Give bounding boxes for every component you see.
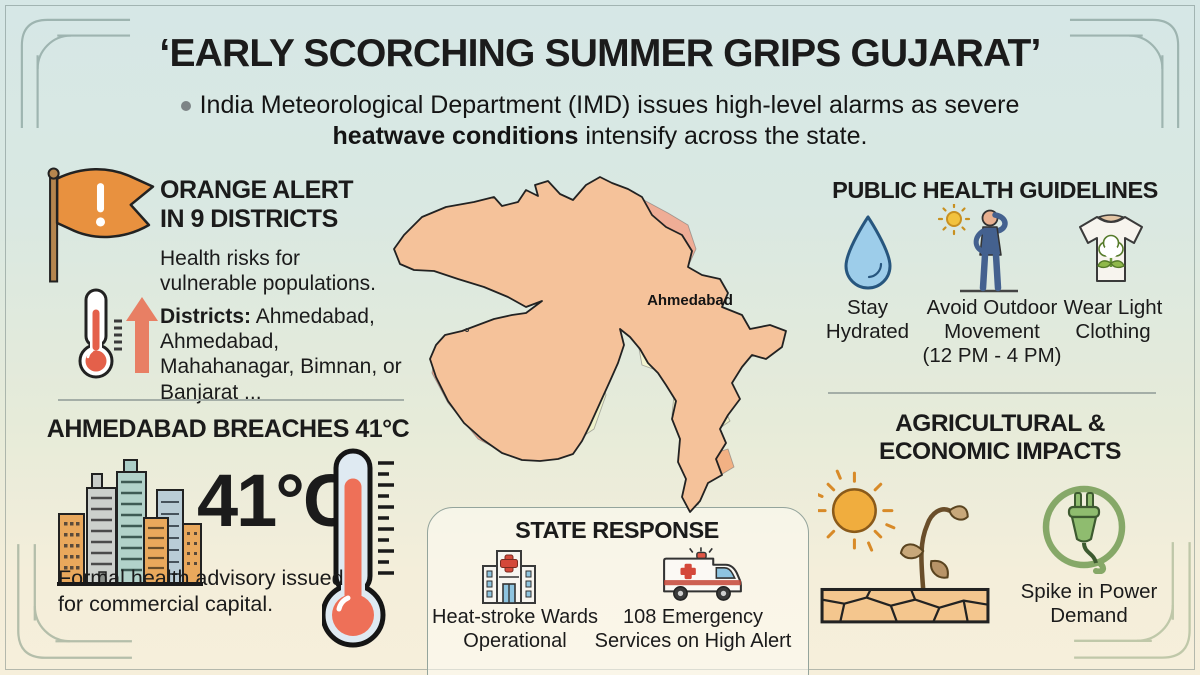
guideline-label: Stay Hydrated (825, 296, 910, 344)
public-health-heading: PUBLIC HEALTH GUIDELINES (832, 177, 1158, 203)
agriculture-item-label: Spike in Power Demand (1020, 580, 1158, 628)
alert-flag-icon (42, 164, 158, 293)
city-skyline-icon (56, 450, 204, 595)
guideline-label: Avoid Outdoor Movement (12 PM - 4 PM) (922, 296, 1062, 368)
thermometer-rising-icon (66, 286, 166, 389)
districts-label: Districts: (160, 305, 252, 328)
state-response-item-label: 108 Emergency Services on High Alert (594, 606, 792, 652)
state-response-item-label: Heat-stroke Wards Operational (432, 606, 598, 652)
corner-ornament-icon (14, 12, 132, 130)
temperature-readout: 41°C (197, 459, 356, 542)
corner-ornament-icon (1072, 540, 1198, 666)
agriculture-heading: AGRICULTURAL & ECONOMIC IMPACTS (879, 410, 1122, 465)
section-divider (58, 399, 404, 401)
subtitle-text: India Meteorological Department (IMD) is… (199, 91, 1020, 119)
person-sun-icon (937, 202, 1026, 301)
corner-ornament-icon (1068, 12, 1186, 130)
section-divider (828, 392, 1156, 394)
corner-ornament-icon (10, 542, 134, 666)
power-plug-icon (1038, 478, 1130, 579)
map-label-ahmedabad: Ahmedabad (647, 292, 733, 309)
orange-alert-districts: Districts: Ahmedabad, Ahmedabad, Mahahan… (160, 304, 412, 405)
ambulance-icon (660, 546, 746, 611)
bullet-icon (180, 101, 191, 111)
orange-alert-body: Health risks for vulnerable populations. (160, 247, 376, 296)
subtitle-bold: heatwave conditions (332, 121, 579, 150)
districts-value: Ahmedabad, Ahmedabad, Mahahanagar, Bimna… (160, 305, 402, 404)
drought-crop-icon (813, 466, 992, 631)
ahmedabad-advisory: Formal health advisory issued for commer… (58, 566, 344, 616)
water-drop-icon (842, 213, 894, 296)
hospital-icon (480, 548, 538, 611)
page-title: ‘EARLY SCORCHING SUMMER GRIPS GUJARAT’ (159, 32, 1041, 75)
state-response-heading: STATE RESPONSE (515, 517, 719, 543)
subtitle: India Meteorological Department (IMD) is… (160, 90, 1040, 151)
guideline-label: Wear Light Clothing (1063, 296, 1163, 344)
ahmedabad-heading: AHMEDABAD BREACHES 41°C (46, 415, 410, 443)
orange-alert-heading: ORANGE ALERT IN 9 DISTRICTS (160, 176, 354, 233)
subtitle-text-end: intensify across the state. (578, 121, 868, 150)
gujarat-district-map: Ahmedabad (390, 166, 810, 523)
thermometer-icon (320, 444, 402, 659)
tshirt-icon (1072, 212, 1150, 293)
